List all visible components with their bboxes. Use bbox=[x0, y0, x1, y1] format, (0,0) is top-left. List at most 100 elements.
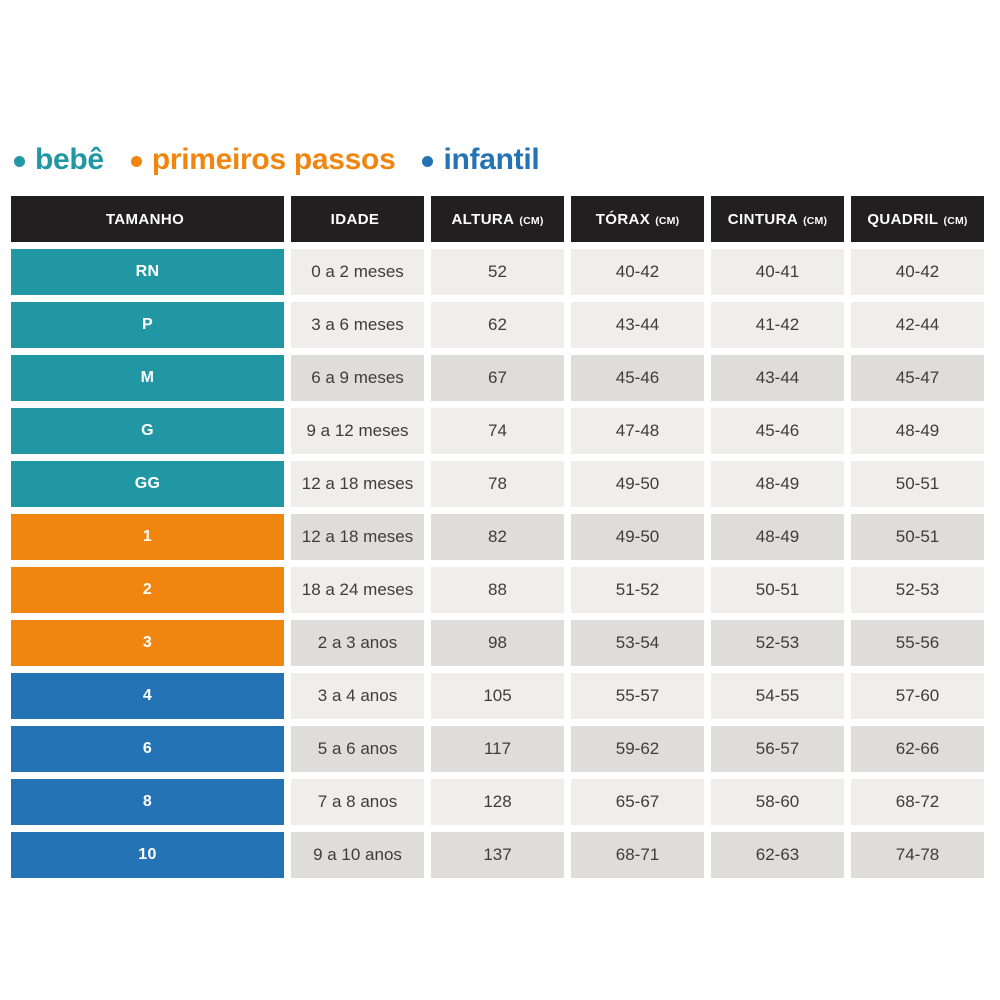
altura-cell: 67 bbox=[431, 355, 564, 401]
torax-cell: 68-71 bbox=[571, 832, 704, 878]
quadril-cell: 50-51 bbox=[851, 461, 984, 507]
quadril-cell: 45-47 bbox=[851, 355, 984, 401]
column-header-label: CINTURA bbox=[727, 210, 799, 228]
size-label-cell-6: 6 bbox=[11, 726, 284, 772]
quadril-cell: 42-44 bbox=[851, 302, 984, 348]
cintura-cell: 41-42 bbox=[711, 302, 844, 348]
altura-cell: 74 bbox=[431, 408, 564, 454]
torax-cell: 40-42 bbox=[571, 249, 704, 295]
size-label-cell-p: P bbox=[11, 302, 284, 348]
quadril-cell: 50-51 bbox=[851, 514, 984, 560]
idade-cell: 12 a 18 meses bbox=[291, 514, 424, 560]
bullet-icon bbox=[14, 156, 25, 167]
legend-label: infantil bbox=[443, 143, 540, 176]
torax-cell: 53-54 bbox=[571, 620, 704, 666]
idade-cell: 3 a 6 meses bbox=[291, 302, 424, 348]
cintura-cell: 54-55 bbox=[711, 673, 844, 719]
torax-cell: 65-67 bbox=[571, 779, 704, 825]
cintura-cell: 48-49 bbox=[711, 514, 844, 560]
idade-cell: 12 a 18 meses bbox=[291, 461, 424, 507]
size-label-cell-4: 4 bbox=[11, 673, 284, 719]
torax-cell: 49-50 bbox=[571, 461, 704, 507]
column-header-unit: (CM) bbox=[655, 214, 680, 227]
idade-cell: 9 a 10 anos bbox=[291, 832, 424, 878]
column-header-tamanho: TAMANHO bbox=[11, 196, 284, 242]
column-header-label: TÓRAX bbox=[595, 210, 651, 228]
cintura-cell: 50-51 bbox=[711, 567, 844, 613]
altura-cell: 62 bbox=[431, 302, 564, 348]
size-label-cell-1: 1 bbox=[11, 514, 284, 560]
cintura-cell: 48-49 bbox=[711, 461, 844, 507]
column-header-label: QUADRIL bbox=[867, 210, 939, 228]
legend-item-primeiros-passos: primeiros passos bbox=[130, 143, 396, 177]
bullet-icon bbox=[422, 156, 434, 167]
idade-cell: 0 a 2 meses bbox=[291, 249, 424, 295]
cintura-cell: 52-53 bbox=[711, 620, 844, 666]
size-label-cell-m: M bbox=[11, 355, 284, 401]
torax-cell: 45-46 bbox=[571, 355, 704, 401]
altura-cell: 98 bbox=[431, 620, 564, 666]
column-header-label: TAMANHO bbox=[105, 210, 185, 228]
altura-cell: 78 bbox=[431, 461, 564, 507]
column-header-unit: (CM) bbox=[803, 214, 828, 227]
cintura-cell: 45-46 bbox=[711, 408, 844, 454]
idade-cell: 9 a 12 meses bbox=[291, 408, 424, 454]
idade-cell: 5 a 6 anos bbox=[291, 726, 424, 772]
cintura-cell: 40-41 bbox=[711, 249, 844, 295]
quadril-cell: 68-72 bbox=[851, 779, 984, 825]
cintura-cell: 43-44 bbox=[711, 355, 844, 401]
column-header-cintura: CINTURA (CM) bbox=[711, 196, 844, 242]
torax-cell: 55-57 bbox=[571, 673, 704, 719]
quadril-cell: 48-49 bbox=[851, 408, 984, 454]
size-label-cell-rn: RN bbox=[11, 249, 284, 295]
torax-cell: 47-48 bbox=[571, 408, 704, 454]
torax-cell: 51-52 bbox=[571, 567, 704, 613]
quadril-cell: 62-66 bbox=[851, 726, 984, 772]
altura-cell: 82 bbox=[431, 514, 564, 560]
column-header-unit: (CM) bbox=[519, 214, 544, 227]
idade-cell: 18 a 24 meses bbox=[291, 567, 424, 613]
bullet-icon bbox=[130, 156, 142, 167]
size-table: TAMANHO IDADE ALTURA (CM) TÓRAX (CM) CIN… bbox=[11, 196, 984, 878]
size-label-cell-10: 10 bbox=[11, 832, 284, 878]
quadril-cell: 55-56 bbox=[851, 620, 984, 666]
column-header-unit: (CM) bbox=[943, 214, 968, 227]
column-header-idade: IDADE bbox=[291, 196, 424, 242]
legend-item-infantil: infantil bbox=[422, 143, 540, 177]
torax-cell: 43-44 bbox=[571, 302, 704, 348]
idade-cell: 7 a 8 anos bbox=[291, 779, 424, 825]
altura-cell: 88 bbox=[431, 567, 564, 613]
idade-cell: 6 a 9 meses bbox=[291, 355, 424, 401]
altura-cell: 137 bbox=[431, 832, 564, 878]
idade-cell: 2 a 3 anos bbox=[291, 620, 424, 666]
size-label-cell-8: 8 bbox=[11, 779, 284, 825]
quadril-cell: 74-78 bbox=[851, 832, 984, 878]
column-header-torax: TÓRAX (CM) bbox=[571, 196, 704, 242]
column-header-quadril: QUADRIL (CM) bbox=[851, 196, 984, 242]
size-label-cell-3: 3 bbox=[11, 620, 284, 666]
quadril-cell: 57-60 bbox=[851, 673, 984, 719]
legend: bebê primeiros passos infantil bbox=[14, 143, 540, 177]
size-label-cell-2: 2 bbox=[11, 567, 284, 613]
size-label-cell-gg: GG bbox=[11, 461, 284, 507]
torax-cell: 59-62 bbox=[571, 726, 704, 772]
legend-label: bebê bbox=[35, 143, 104, 176]
column-header-altura: ALTURA (CM) bbox=[431, 196, 564, 242]
quadril-cell: 52-53 bbox=[851, 567, 984, 613]
cintura-cell: 62-63 bbox=[711, 832, 844, 878]
legend-label: primeiros passos bbox=[151, 143, 396, 176]
idade-cell: 3 a 4 anos bbox=[291, 673, 424, 719]
legend-item-bebe: bebê bbox=[14, 143, 104, 177]
altura-cell: 105 bbox=[431, 673, 564, 719]
torax-cell: 49-50 bbox=[571, 514, 704, 560]
column-header-label: ALTURA bbox=[451, 210, 515, 228]
cintura-cell: 56-57 bbox=[711, 726, 844, 772]
quadril-cell: 40-42 bbox=[851, 249, 984, 295]
altura-cell: 117 bbox=[431, 726, 564, 772]
column-header-label: IDADE bbox=[330, 210, 380, 228]
size-label-cell-g: G bbox=[11, 408, 284, 454]
altura-cell: 128 bbox=[431, 779, 564, 825]
altura-cell: 52 bbox=[431, 249, 564, 295]
cintura-cell: 58-60 bbox=[711, 779, 844, 825]
